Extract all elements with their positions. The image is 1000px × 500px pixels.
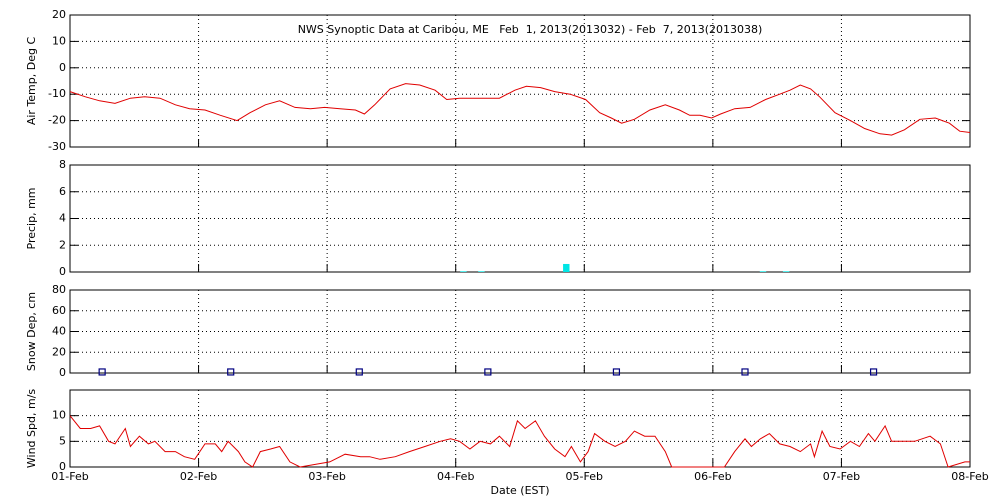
y-tick-label: 0 — [59, 61, 66, 74]
plot-frame — [69, 389, 971, 468]
y-tick-label: 10 — [52, 34, 66, 47]
y-tick-label: 20 — [52, 345, 66, 358]
data-line — [69, 415, 970, 468]
x-tick-label: 02-Feb — [180, 470, 217, 483]
x-tick-label: 06-Feb — [694, 470, 731, 483]
y-tick-label: 40 — [52, 325, 66, 338]
point — [227, 368, 235, 376]
y-tick-label: 2 — [59, 238, 66, 251]
point — [741, 368, 749, 376]
bar — [563, 263, 570, 272]
x-tick-label: 04-Feb — [437, 470, 474, 483]
x-axis-label: Date (EST) — [490, 484, 549, 497]
y-tick-label: 0 — [59, 265, 66, 278]
y-tick-label: 0 — [59, 366, 66, 379]
y-axis-label: Air Temp, Deg C — [25, 37, 38, 126]
data-line — [69, 83, 971, 136]
x-tick-label: 05-Feb — [566, 470, 603, 483]
bar — [478, 271, 485, 272]
plot-frame — [69, 289, 971, 374]
point — [484, 368, 492, 376]
bar — [782, 271, 790, 272]
bar — [759, 271, 767, 272]
y-tick-label: 4 — [59, 212, 66, 225]
chart-title: NWS Synoptic Data at Caribou, ME Feb 1, … — [298, 23, 763, 36]
plot-frame — [69, 14, 971, 148]
point — [869, 368, 878, 376]
plot-frame — [69, 164, 971, 273]
y-tick-label: 8 — [59, 158, 66, 171]
y-tick-label: 6 — [59, 185, 66, 198]
y-axis-label: Snow Dep, cm — [25, 292, 38, 371]
y-tick-label: 5 — [59, 434, 66, 447]
bar — [460, 271, 467, 272]
y-tick-label: -30 — [48, 140, 66, 153]
y-axis-label: Wind Spd, m/s — [25, 389, 38, 469]
x-tick-label: 07-Feb — [823, 470, 860, 483]
y-tick-label: 80 — [52, 283, 66, 296]
x-tick-label: 03-Feb — [308, 470, 345, 483]
y-axis-label: Precip, mm — [25, 188, 38, 250]
y-tick-label: -20 — [48, 114, 66, 127]
point — [355, 368, 363, 376]
point — [612, 368, 621, 376]
y-tick-label: 20 — [52, 8, 66, 21]
y-tick-label: 60 — [52, 304, 66, 317]
y-tick-label: -10 — [48, 87, 66, 100]
y-tick-label: 10 — [52, 409, 66, 422]
point — [98, 368, 106, 376]
x-tick-label: 01-Feb — [51, 470, 88, 483]
y-tick-label: 0 — [59, 460, 66, 473]
x-tick-label: 08-Feb — [951, 470, 988, 483]
